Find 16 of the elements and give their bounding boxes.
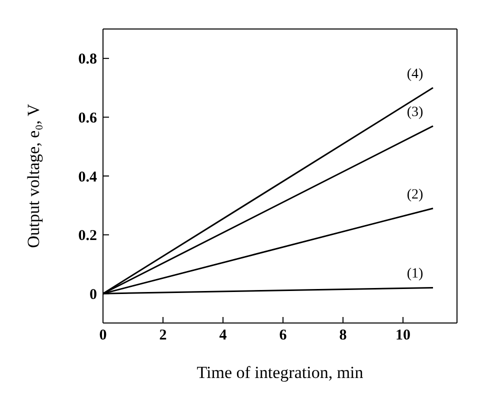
y-tick-label: 0.2 xyxy=(78,228,97,244)
x-tick-label: 4 xyxy=(219,328,228,344)
series-label: (2) xyxy=(406,187,424,202)
series-label: (4) xyxy=(406,66,424,82)
x-tick-label: 6 xyxy=(279,328,288,344)
series-label: (1) xyxy=(406,266,424,282)
x-tick-label: 8 xyxy=(339,328,347,344)
x-tick-label: 10 xyxy=(396,328,410,344)
x-tick-label: 2 xyxy=(159,328,167,344)
y-axis-title: Output voltage, e₀, V xyxy=(24,103,44,248)
y-tick-label: 0.6 xyxy=(78,110,98,127)
series-label: (3) xyxy=(406,105,424,120)
y-tick-label: 0.8 xyxy=(78,52,97,68)
x-axis-title: Time of integration, min xyxy=(196,363,364,382)
y-tick-label: 0 xyxy=(90,286,97,303)
y-tick-label: 0.4 xyxy=(78,169,98,186)
